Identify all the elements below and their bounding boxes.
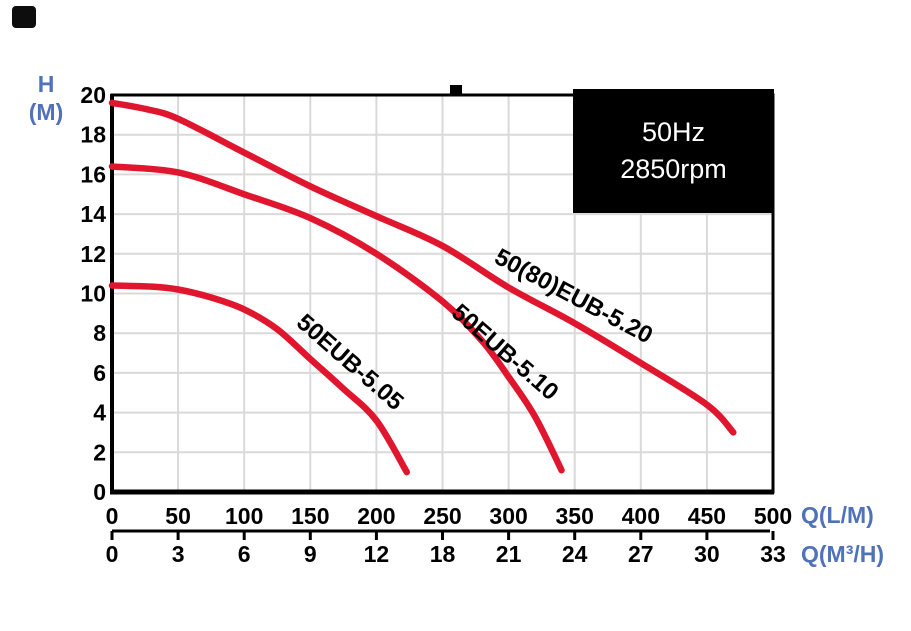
secondary-x-tick-label: 21 [496,541,522,567]
top-border-artifact-mark [450,85,462,95]
secondary-x-tick-label: 6 [238,541,251,567]
x-tick-label: 100 [225,503,263,529]
rpm-text: 2850rpm [620,154,727,184]
frequency-rpm-info-box: 50Hz 2850rpm [573,89,774,213]
x-tick-label: 50 [165,503,191,529]
x-axis-unit-label-lm: Q(L/M) [801,502,874,528]
secondary-x-tick-label: 30 [694,541,720,567]
curve-label-50EUB-5.05: 50EUB-5.05 [291,309,408,416]
y-tick-label: 4 [93,400,106,426]
secondary-x-tick-label: 18 [430,541,456,567]
x-tick-label: 500 [754,503,792,529]
y-tick-label: 16 [80,161,106,187]
x-tick-label: 450 [688,503,726,529]
y-tick-label: 6 [93,360,106,386]
pump-curve-50EUB-5.10 [108,163,565,474]
secondary-x-tick-label: 27 [628,541,654,567]
secondary-x-tick-label: 9 [304,541,317,567]
x-tick-label: 250 [423,503,461,529]
pump-curve-50EUB-5.05 [108,282,411,476]
frequency-text: 50Hz [641,117,706,147]
x-tick-label: 200 [357,503,395,529]
secondary-x-tick-label: 12 [364,541,390,567]
y-tick-label: 20 [80,82,106,108]
y-axis-unit-line1: H [37,71,55,97]
corner-artifact-mark [12,6,36,28]
y-axis-unit-label: H (M) [18,70,74,126]
x-tick-label: 300 [489,503,527,529]
x-axis-unit-label-m3h: Q(M³/H) [801,541,885,567]
y-axis-unit-line2: (M) [28,99,64,125]
y-tick-label: 0 [93,479,106,505]
secondary-x-tick-label: 33 [760,541,786,567]
y-tick-label: 2 [93,439,106,465]
x-tick-label: 150 [291,503,329,529]
y-tick-label: 14 [80,201,106,227]
secondary-x-tick-label: 0 [106,541,119,567]
secondary-x-tick-label: 24 [562,541,588,567]
secondary-x-tick-label: 3 [172,541,185,567]
x-tick-label: 350 [556,503,594,529]
y-tick-label: 12 [80,241,106,267]
y-tick-label: 8 [93,320,106,346]
curve-label-50EUB-5.10: 50EUB-5.10 [446,299,563,406]
y-tick-label: 18 [80,122,106,148]
y-tick-label: 10 [80,281,106,307]
x-tick-label: 0 [106,503,119,529]
x-tick-label: 400 [622,503,660,529]
pump-curve-50(80)EUB-5.20 [108,99,737,436]
